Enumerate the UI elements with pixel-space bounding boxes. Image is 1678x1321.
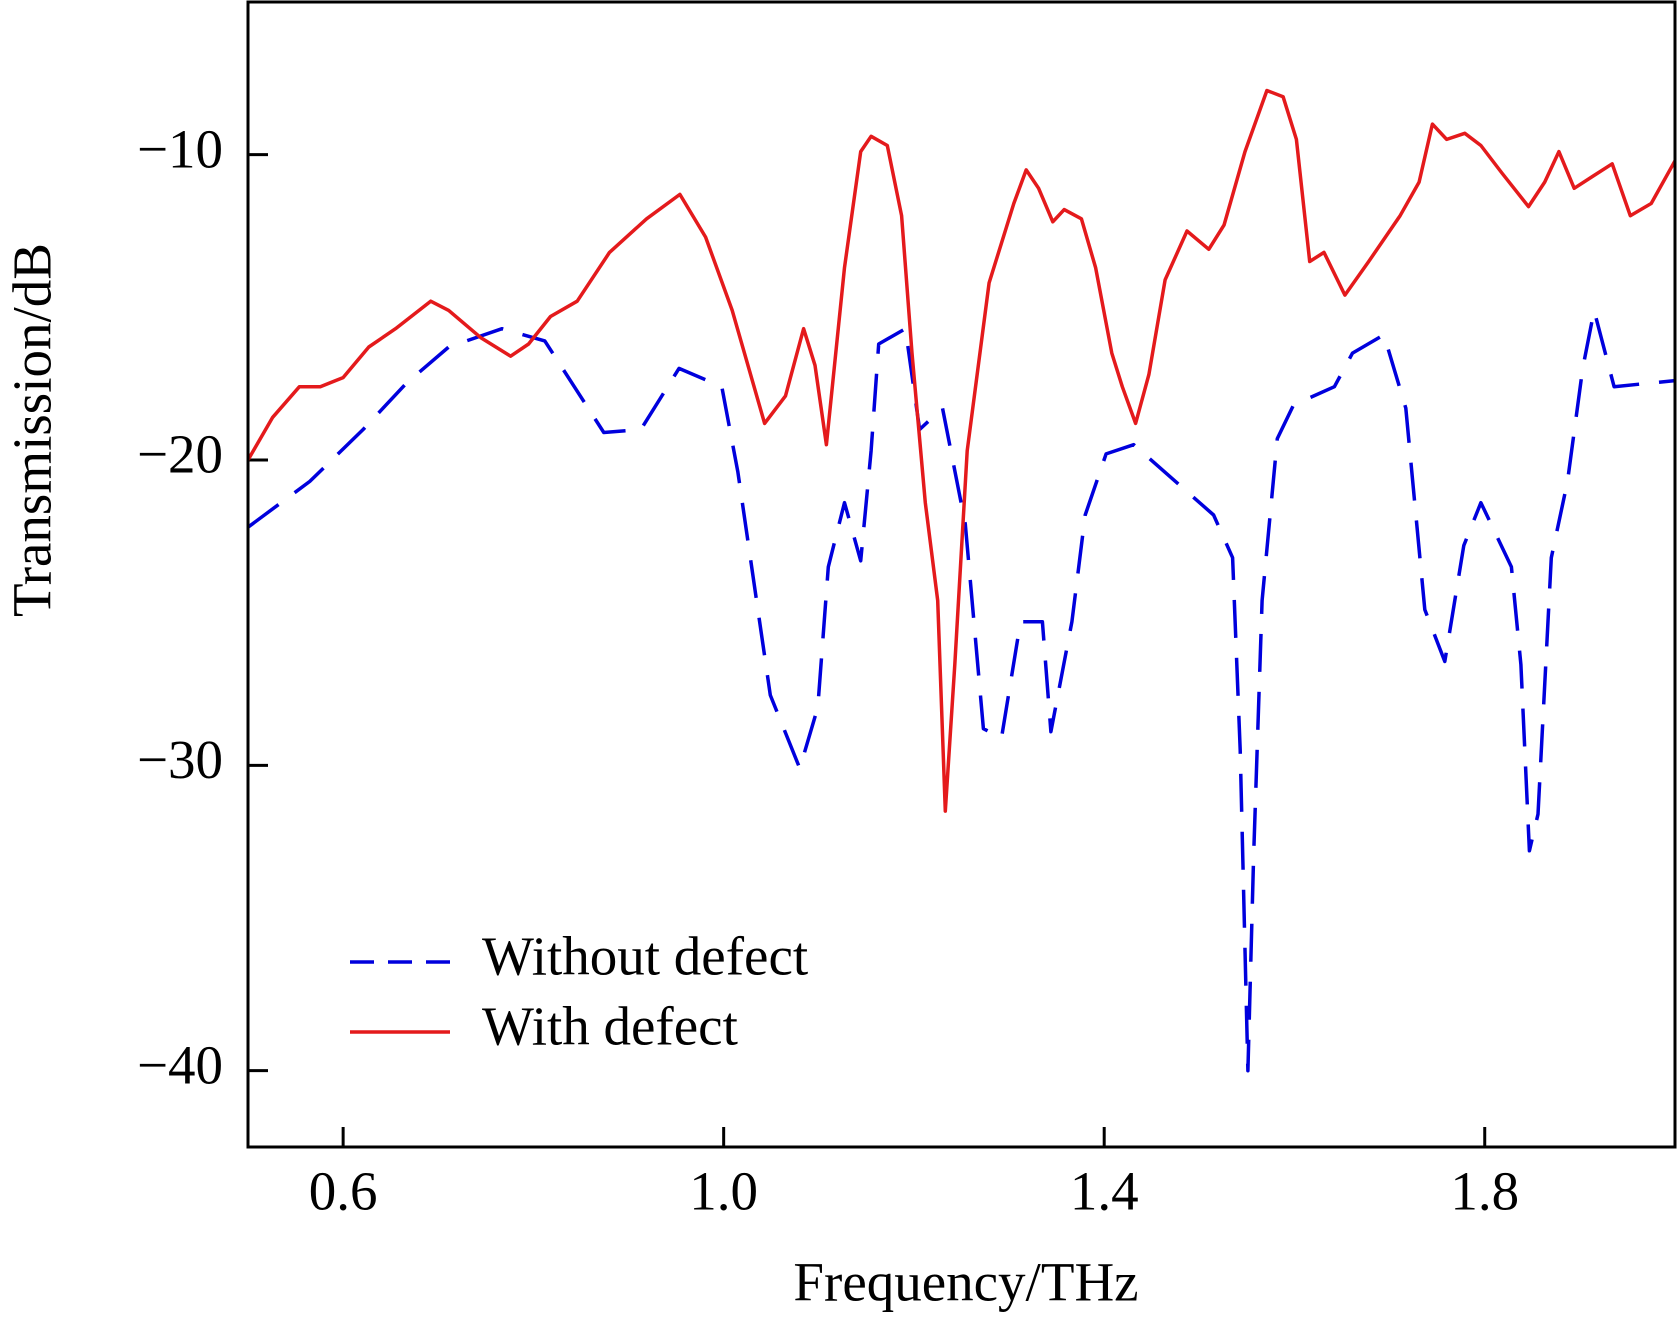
y-tick-label: −10 — [137, 118, 223, 179]
plot-frame — [246, 0, 1677, 1149]
x-tick-label: 1.4 — [1070, 1161, 1139, 1222]
y-tick-label: −20 — [137, 424, 223, 485]
y-tick-label: −40 — [137, 1034, 223, 1095]
y-axis-label: Transmission/dB — [2, 243, 63, 617]
legend-label: With defect — [482, 996, 738, 1057]
series-line — [248, 308, 1675, 1073]
x-tick-label: 1.0 — [689, 1161, 758, 1222]
legend-label: Without defect — [482, 926, 808, 987]
x-axis-label: Frequency/THz — [793, 1252, 1138, 1313]
series-line — [248, 88, 1675, 813]
y-tick-label: −30 — [137, 729, 223, 790]
x-tick-label: 1.8 — [1450, 1161, 1519, 1222]
x-tick-label: 0.6 — [309, 1161, 378, 1222]
